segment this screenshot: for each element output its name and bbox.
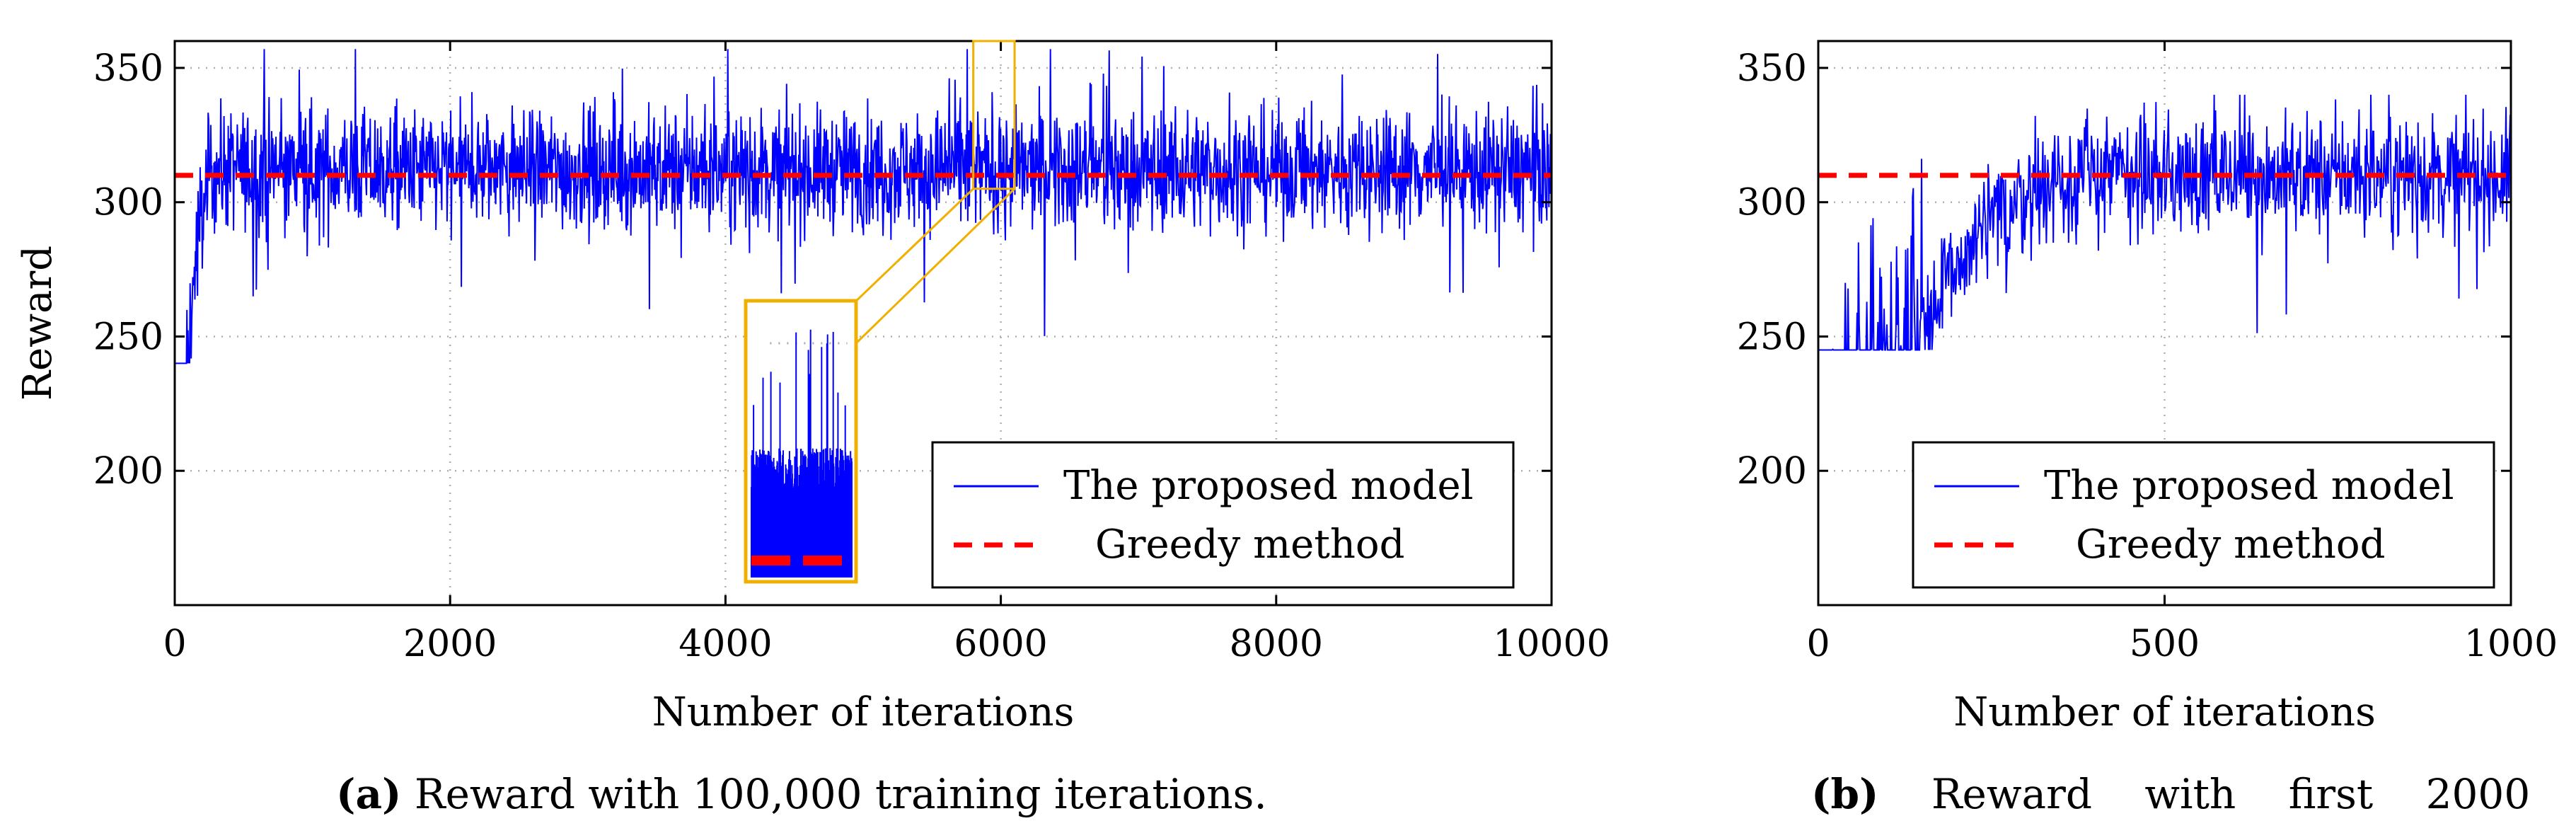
x-tick-label: 8000 — [1230, 623, 1323, 665]
chart-panel-a: 0 2000 4000 6000 8000 10000 200 250 300 350 Number… — [15, 40, 1610, 735]
y-tick-label: 300 — [93, 182, 163, 224]
x-tick-label: 0 — [1806, 623, 1830, 665]
y-tick-label: 350 — [93, 47, 163, 90]
zoom-source-box — [972, 40, 1016, 190]
legend-label-greedy-method: Greedy method — [1095, 522, 1404, 568]
x-tick-label: 10000 — [1493, 623, 1610, 665]
legend-box — [931, 441, 1515, 589]
series-line-proposed-model — [1818, 94, 2511, 351]
caption-a: (a) Reward with 100,000 training iterati… — [336, 770, 1267, 818]
x-axis-label: Number of iterations — [652, 689, 1075, 735]
zoom-inset-plot — [751, 329, 853, 578]
x-tick-label: 0 — [163, 623, 186, 665]
x-tick-label: 2000 — [403, 623, 497, 665]
caption-b-text: Reward with first 2000 — [1931, 770, 2531, 818]
x-axis-label: Number of iterations — [1953, 689, 2376, 735]
legend: The proposed model Greedy method — [1912, 441, 2495, 589]
zoom-connector — [855, 188, 1016, 345]
x-tick-label: 500 — [2130, 623, 2200, 665]
caption-a-text: Reward with 100,000 training iterations. — [401, 770, 1267, 818]
legend-box — [1912, 441, 2495, 589]
chart-panel-b: 0 500 1000 200 250 300 350 Number of iterations… — [1737, 40, 2558, 735]
legend-label-greedy-method: Greedy method — [2076, 522, 2385, 568]
y-tick-label: 300 — [1737, 182, 1807, 224]
caption-b-label: (b) — [1811, 770, 1879, 818]
x-tick-label: 1000 — [2464, 623, 2558, 665]
ticks: 0 500 1000 200 250 300 350 — [1737, 41, 2558, 665]
series-line-proposed-model — [175, 49, 1552, 364]
y-tick-label: 350 — [1737, 47, 1807, 90]
zoom-inset-frame — [744, 299, 858, 584]
x-tick-label: 4000 — [678, 623, 772, 665]
y-tick-label: 250 — [93, 316, 163, 358]
caption-b: (b) Reward with first 2000 — [1811, 770, 2530, 818]
caption-a-label: (a) — [336, 770, 402, 818]
plot-frame — [173, 40, 1553, 607]
legend: The proposed model Greedy method — [931, 441, 1515, 589]
legend-label-proposed-model: The proposed model — [1063, 463, 1474, 509]
x-tick-label: 6000 — [954, 623, 1047, 665]
y-axis-label: Reward — [15, 246, 61, 401]
zoom-inset-series — [751, 329, 853, 578]
legend-label-proposed-model: The proposed model — [2044, 463, 2454, 509]
y-tick-label: 200 — [93, 450, 163, 493]
y-tick-label: 200 — [1737, 450, 1807, 493]
ticks: 0 2000 4000 6000 8000 10000 200 250 300 350 — [93, 41, 1610, 665]
y-tick-label: 250 — [1737, 316, 1807, 358]
